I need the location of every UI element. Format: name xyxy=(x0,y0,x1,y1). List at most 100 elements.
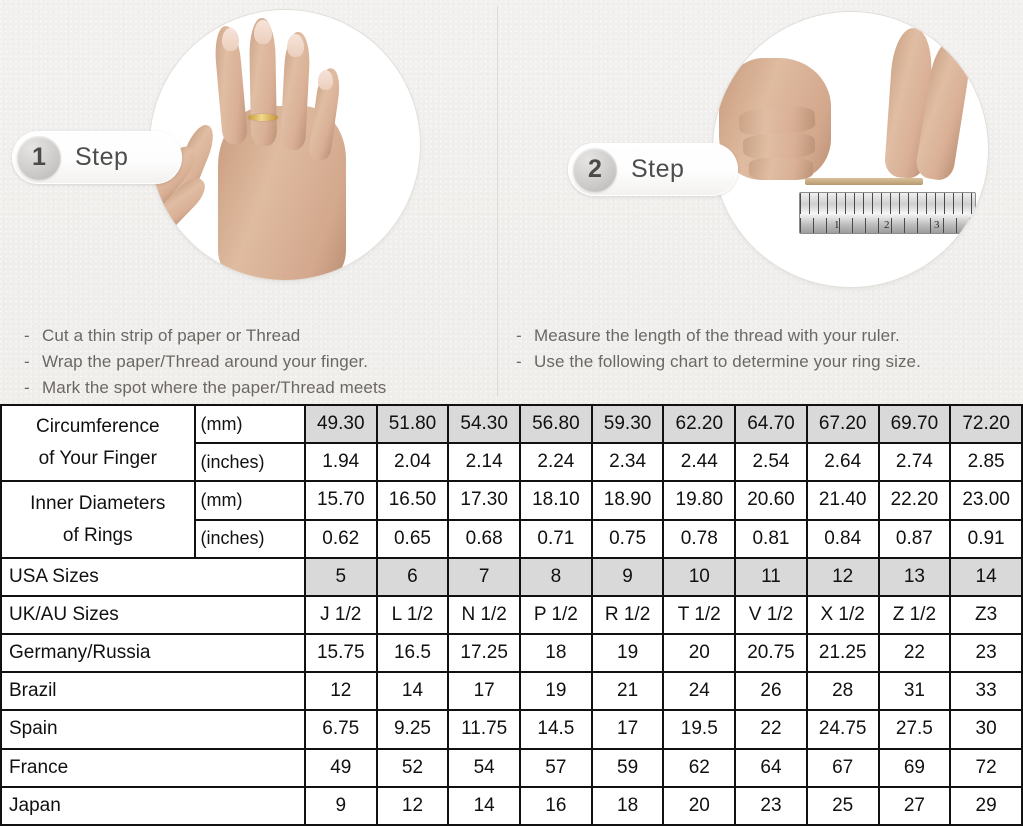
table-cell: 57 xyxy=(519,747,593,788)
row-label: Spain xyxy=(0,709,306,750)
table-cell: 20.75 xyxy=(734,633,808,674)
table-cell: 20 xyxy=(662,785,737,826)
table-cell: 2.54 xyxy=(734,442,808,483)
table-cell: 62.20 xyxy=(662,403,737,445)
table-cell: 19.80 xyxy=(662,480,737,521)
table-cell: T 1/2 xyxy=(662,594,737,636)
table-row: Spain 6.75 9.25 11.75 14.5 17 19.5 22 24.75 27.5 3… xyxy=(0,709,1023,750)
row-group-label-line: of Your Finger xyxy=(38,448,157,470)
step-2-instructions: - Measure the length of the thread with y… xyxy=(516,323,1016,375)
step-1-label: Step xyxy=(75,143,129,171)
table-cell: 27.5 xyxy=(877,709,952,750)
table-cell: X 1/2 xyxy=(805,594,880,636)
table-cell: P 1/2 xyxy=(519,594,593,636)
table-cell: 22 xyxy=(734,709,808,750)
table-cell: 24 xyxy=(662,671,737,712)
instruction-text: Use the following chart to determine you… xyxy=(534,352,921,371)
hand-with-thread-image xyxy=(150,10,420,280)
bullet-dash: - xyxy=(516,326,522,345)
instruction-text: Cut a thin strip of paper or Thread xyxy=(42,326,301,345)
table-cell: 23 xyxy=(949,633,1023,674)
table-cell: 13 xyxy=(877,556,952,597)
table-cell: 10 xyxy=(662,556,737,597)
table-cell: 62 xyxy=(662,747,737,788)
table-cell: 9 xyxy=(590,556,665,597)
table-cell: 18 xyxy=(519,633,593,674)
table-cell: J 1/2 xyxy=(303,594,378,636)
table-cell: 6 xyxy=(375,556,450,597)
step-panel-1: 1 Step - Cut a thin strip of paper or Thr… xyxy=(0,0,511,404)
table-cell: 25 xyxy=(805,785,880,826)
table-cell: 17 xyxy=(590,709,665,750)
table-cell: 11.75 xyxy=(447,709,522,750)
table-cell: 18 xyxy=(590,785,665,826)
table-cell: 22.20 xyxy=(877,480,952,521)
table-cell: 9.25 xyxy=(375,709,450,750)
steps-area: 1 Step - Cut a thin strip of paper or Thr… xyxy=(0,0,1023,404)
table-cell: 14 xyxy=(375,671,450,712)
table-cell: 56.80 xyxy=(519,403,593,445)
table-row: Japan 9 12 14 16 18 20 23 25 27 29 xyxy=(0,785,1023,826)
table-cell: 2.85 xyxy=(949,442,1023,483)
step-2-number: 2 xyxy=(573,147,617,192)
row-label: Germany/Russia xyxy=(0,633,306,674)
instruction-line: - Wrap the paper/Thread around your finge… xyxy=(24,349,484,375)
table-row: Brazil 12 14 17 19 21 24 26 28 31 33 xyxy=(0,671,1023,712)
table-row: USA Sizes 5 6 7 8 9 10 11 12 13 14 xyxy=(0,556,1023,597)
table-cell: 64 xyxy=(734,747,808,788)
hands-measuring-thread-image: 1 2 3 xyxy=(713,12,988,287)
table-cell: 49 xyxy=(303,747,378,788)
table-cell: 2.74 xyxy=(877,442,952,483)
table-cell: 51.80 xyxy=(375,403,450,445)
instruction-line: - Use the following chart to determine yo… xyxy=(516,349,1016,375)
table-cell: 2.64 xyxy=(805,442,880,483)
step-2-label: Step xyxy=(631,155,685,183)
table-cell: 18.90 xyxy=(590,480,665,521)
table-row: France 49 52 54 57 59 62 64 67 69 72 xyxy=(0,747,1023,788)
ruler-mark: 3 xyxy=(934,219,940,231)
ruler-mark: 1 xyxy=(834,219,840,231)
step-1-number: 1 xyxy=(17,135,61,180)
table-cell: 67 xyxy=(805,747,880,788)
step-2-photo: 1 2 3 xyxy=(713,12,988,287)
measuring-thread xyxy=(805,178,923,185)
step-1-badge: 1 Step xyxy=(12,131,182,184)
ruler-minor-ticks xyxy=(800,217,975,233)
table-cell: 17.30 xyxy=(447,480,522,521)
fingernail xyxy=(287,34,304,57)
table-cell: 24.75 xyxy=(805,709,880,750)
table-cell: 21.40 xyxy=(805,480,880,521)
table-cell: 2.14 xyxy=(447,442,522,483)
step-panel-2: 1 2 3 2 Step - Measure the length of the … xyxy=(512,0,1023,404)
table-cell: 15.75 xyxy=(303,633,378,674)
table-cell: 16.50 xyxy=(375,480,450,521)
table-cell: 0.62 xyxy=(303,518,378,559)
table-row: Inner Diameters of Rings (mm) 15.70 16.50 17.… xyxy=(0,480,1023,559)
table-cell: 52 xyxy=(375,747,450,788)
fingernail xyxy=(318,70,333,90)
table-cell: 12 xyxy=(805,556,880,597)
unit-label: (inches) xyxy=(193,518,306,559)
table-cell: 9 xyxy=(303,785,378,826)
table-cell: 19 xyxy=(590,633,665,674)
row-label: Brazil xyxy=(0,671,306,712)
unit-label: (mm) xyxy=(193,403,306,445)
table-cell: 23.00 xyxy=(949,480,1023,521)
step-1-photo xyxy=(150,10,420,280)
table-cell: 8 xyxy=(519,556,593,597)
table-cell: V 1/2 xyxy=(734,594,808,636)
table-cell: 0.81 xyxy=(734,518,808,559)
fingernail xyxy=(222,28,239,51)
ruler-mark: 2 xyxy=(884,219,890,231)
unit-label: (inches) xyxy=(193,442,306,483)
table-cell: 59 xyxy=(590,747,665,788)
table-cell: 21.25 xyxy=(805,633,880,674)
instruction-line: - Measure the length of the thread with y… xyxy=(516,323,1016,349)
bullet-dash: - xyxy=(24,326,30,345)
table-cell: 20.60 xyxy=(734,480,808,521)
table-row: Germany/Russia 15.75 16.5 17.25 18 19 20 20.75 2… xyxy=(0,633,1023,674)
table-cell: 21 xyxy=(590,671,665,712)
table-cell: 15.70 xyxy=(303,480,378,521)
table-cell: 0.71 xyxy=(519,518,593,559)
